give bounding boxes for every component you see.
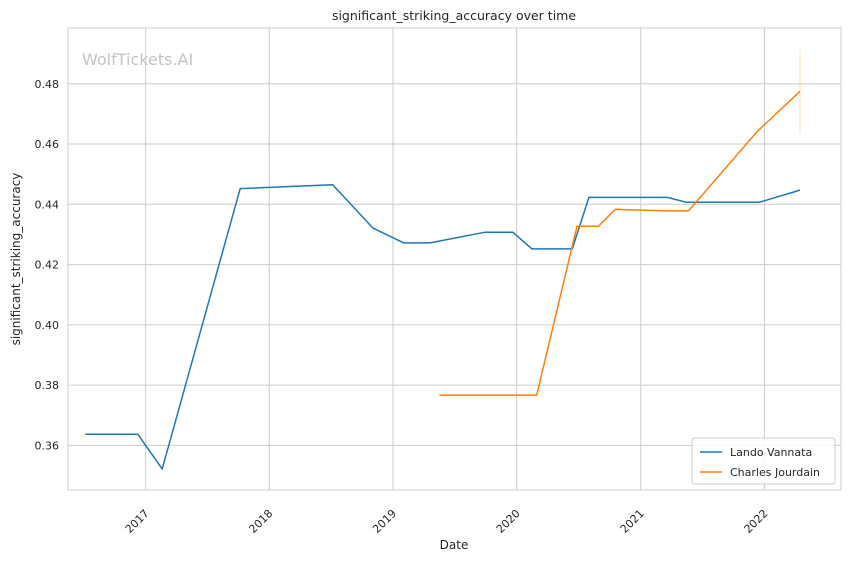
y-axis-title: significant_striking_accuracy [9, 173, 23, 346]
y-tick-label: 0.36 [35, 439, 60, 452]
grid [68, 28, 841, 490]
x-axis-title: Date [440, 538, 469, 552]
series-line-lando-vannata [85, 183, 801, 470]
y-tick-label: 0.42 [35, 259, 60, 272]
chart-title: significant_striking_accuracy over time [332, 8, 576, 23]
legend-box [691, 437, 836, 485]
legend-label-lando-vannata: Lando Vannata [730, 446, 812, 459]
y-tick-label: 0.40 [35, 319, 60, 332]
y-tick-label: 0.38 [35, 379, 60, 392]
series-layer [85, 90, 801, 470]
legend-label-charles-jourdain: Charles Jourdain [730, 466, 820, 479]
y-tick-label: 0.44 [35, 198, 60, 211]
y-axis-ticks: 0.36 0.38 0.40 0.42 0.44 0.46 0.48 [35, 78, 60, 453]
legend: Lando Vannata Charles Jourdain [691, 437, 836, 485]
watermark: WolfTickets.AI [82, 50, 193, 69]
y-tick-label: 0.48 [35, 78, 60, 91]
y-tick-label: 0.46 [35, 138, 60, 151]
series-line-charles-jourdain [439, 90, 801, 396]
plot-frame [67, 27, 842, 491]
